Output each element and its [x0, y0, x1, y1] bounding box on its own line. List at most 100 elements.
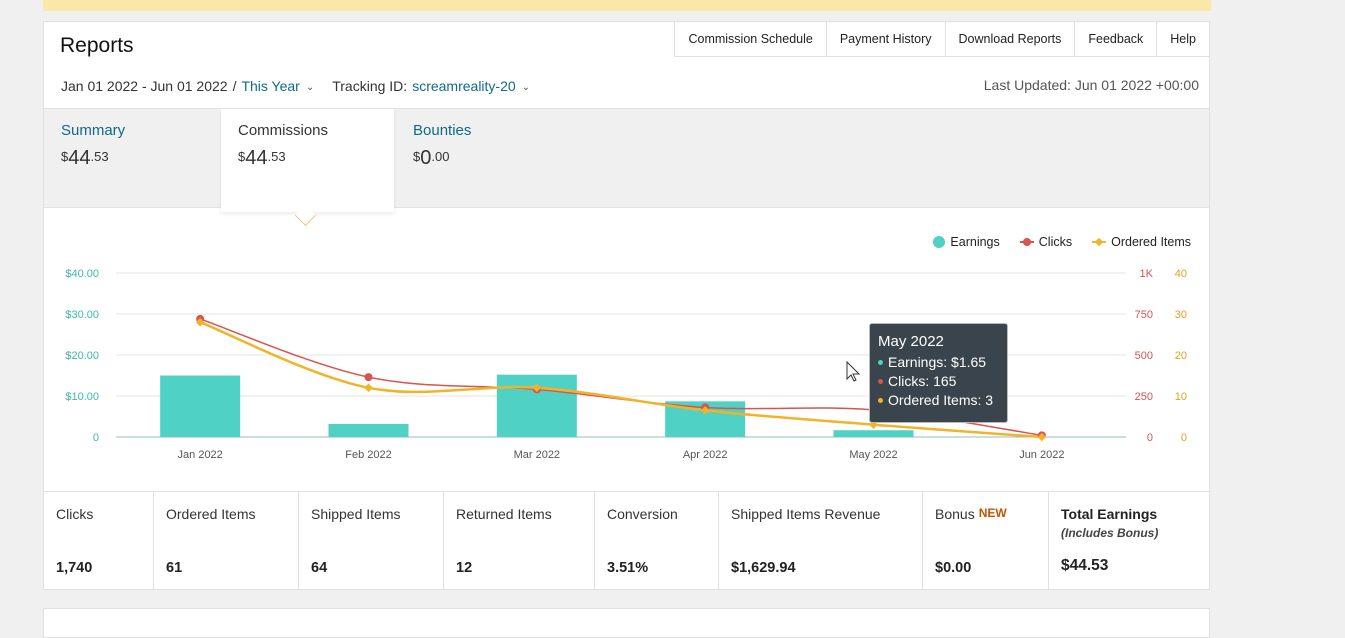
y-right-ordered-tick-label: 30	[1175, 309, 1187, 321]
metric-ordered-items: Ordered Items 61	[154, 492, 299, 590]
page-title: Reports	[60, 34, 134, 57]
tooltip-earnings: Earnings: $1.65	[888, 354, 987, 370]
metric-shipped-items: Shipped Items 64	[299, 492, 444, 590]
metrics-row: Clicks 1,740 Ordered Items 61 Shipped It…	[44, 491, 1209, 590]
y-right-ordered-tick-label: 10	[1175, 391, 1187, 403]
tab-summary-amount: $44.53	[61, 147, 109, 169]
metric-label: Ordered Items	[166, 506, 256, 522]
y-right-clicks-tick-label: 250	[1135, 391, 1153, 403]
metric-sublabel: (Includes Bonus)	[1061, 526, 1159, 540]
metric-bonus: Bonus NEW $0.00	[923, 492, 1049, 590]
x-tick-label: May 2022	[849, 449, 897, 461]
metric-returned-items: Returned Items 12	[444, 492, 595, 590]
metric-label: Conversion	[607, 506, 678, 522]
y-right-clicks-tick-label: 0	[1147, 432, 1153, 444]
tooltip-ordered: Ordered Items: 3	[888, 392, 994, 408]
payment-history-button[interactable]: Payment History	[827, 22, 946, 56]
last-updated-text: Last Updated: Jun 01 2022 +00:00	[983, 77, 1199, 93]
download-reports-button[interactable]: Download Reports	[946, 22, 1076, 56]
tab-summary-label: Summary	[61, 122, 126, 139]
chevron-down-icon[interactable]: ⌄	[521, 81, 531, 93]
ordered-items-point	[700, 406, 710, 415]
ordered-items-point	[195, 317, 205, 327]
y-right-ordered-tick-label: 0	[1181, 432, 1187, 444]
legend-clicks-label: Clicks	[1038, 235, 1073, 249]
tooltip-ordered-dot-icon	[878, 397, 883, 403]
ordered-items-legend-icon	[1092, 237, 1107, 247]
chart-tooltip: May 2022 Earnings: $1.65 Clicks: 165 Ord…	[869, 323, 1008, 423]
clicks-point	[364, 373, 373, 382]
tooltip-title: May 2022	[878, 333, 944, 350]
tab-bounties-label: Bounties	[413, 122, 472, 139]
notification-banner	[43, 0, 1211, 11]
new-badge: NEW	[978, 506, 1007, 520]
legend-clicks[interactable]: Clicks	[1019, 235, 1073, 249]
y-left-tick-label: $20.00	[65, 350, 99, 362]
metric-value: 61	[166, 560, 183, 576]
next-section-card	[43, 608, 1210, 638]
tab-bounties[interactable]: Bounties $0.00	[396, 109, 572, 207]
metric-value: 1,740	[56, 560, 93, 576]
top-nav: Commission Schedule Payment History Down…	[674, 22, 1209, 57]
tab-summary[interactable]: Summary $44.53	[44, 109, 220, 207]
x-tick-label: Jun 2022	[1019, 449, 1064, 461]
tab-commissions-amount: $44.53	[238, 147, 286, 169]
ordered-items-line	[199, 321, 1042, 439]
metric-clicks: Clicks 1,740	[44, 492, 154, 590]
metric-value: $0.00	[935, 560, 972, 576]
earnings-bar	[328, 423, 409, 437]
metric-value: 12	[456, 560, 473, 576]
metric-label: Shipped Items	[311, 506, 401, 522]
earnings-legend-icon	[933, 236, 946, 248]
earnings-bar	[160, 375, 241, 437]
tooltip-clicks: Clicks: 165	[888, 373, 957, 389]
x-tick-label: Apr 2022	[683, 449, 728, 461]
tracking-id-dropdown[interactable]: screamreality-20	[412, 78, 516, 94]
help-button[interactable]: Help	[1170, 32, 1196, 46]
summary-tabs: Summary $44.53 Commissions $44.53 Bounti…	[44, 108, 1209, 212]
reports-card: Reports Commission Schedule Payment Hist…	[43, 21, 1210, 590]
y-right-ordered-tick-label: 20	[1175, 350, 1187, 362]
ordered-items-point	[364, 383, 373, 393]
legend-ordered-items[interactable]: Ordered Items	[1092, 235, 1191, 249]
commission-schedule-button[interactable]: Commission Schedule	[675, 22, 827, 56]
tracking-id-label: Tracking ID:	[332, 78, 408, 94]
metric-label: Shipped Items Revenue	[731, 506, 881, 522]
legend-earnings-label: Earnings	[950, 235, 1000, 249]
filters-row: Jan 01 2022 - Jun 01 2022 / This Year ⌄ …	[61, 78, 530, 94]
x-tick-label: Jan 2022	[178, 449, 223, 461]
metric-label: Total Earnings	[1061, 506, 1158, 522]
metric-shipped-items-revenue: Shipped Items Revenue $1,629.94	[719, 492, 923, 590]
mouse-cursor-icon	[846, 360, 861, 382]
ordered-items-point	[532, 383, 542, 393]
legend-ordered-items-label: Ordered Items	[1111, 235, 1191, 249]
metric-label: Bonus NEW	[935, 506, 1007, 522]
metric-value: $1,629.94	[731, 560, 796, 576]
legend-earnings[interactable]: Earnings	[933, 235, 1000, 249]
earnings-chart: $40.00 1K 40 $30.00 750 30 $20.00 500 20 $10.00 25…	[65, 268, 1187, 461]
tooltip-clicks-dot-icon	[878, 378, 883, 384]
date-preset-dropdown[interactable]: This Year	[241, 78, 300, 94]
y-right-clicks-tick-label: 500	[1135, 350, 1153, 362]
metric-value: $44.53	[1061, 557, 1109, 574]
metric-value: 64	[311, 560, 328, 576]
earnings-bar	[833, 430, 914, 437]
metric-value: 3.51%	[607, 560, 649, 576]
feedback-button[interactable]: Feedback	[1075, 22, 1158, 56]
y-right-ordered-tick-label: 40	[1175, 268, 1187, 280]
tab-commissions[interactable]: Commissions $44.53	[221, 109, 394, 212]
tab-bounties-amount: $0.00	[413, 147, 450, 169]
y-right-clicks-tick-label: 750	[1135, 309, 1153, 321]
y-left-tick-label: 0	[93, 432, 99, 444]
clicks-legend-icon	[1019, 237, 1034, 247]
y-left-tick-label: $10.00	[65, 391, 99, 403]
date-separator: /	[232, 78, 237, 94]
metric-label: Returned Items	[456, 506, 552, 522]
tooltip-earnings-dot-icon	[878, 359, 883, 365]
metric-conversion: Conversion 3.51%	[595, 492, 719, 590]
date-range-text: Jan 01 2022 - Jun 01 2022	[61, 78, 228, 94]
tab-commissions-label: Commissions	[238, 122, 329, 139]
chevron-down-icon[interactable]: ⌄	[305, 81, 315, 93]
ordered-items-point	[1037, 432, 1047, 442]
x-tick-label: Feb 2022	[345, 449, 391, 461]
